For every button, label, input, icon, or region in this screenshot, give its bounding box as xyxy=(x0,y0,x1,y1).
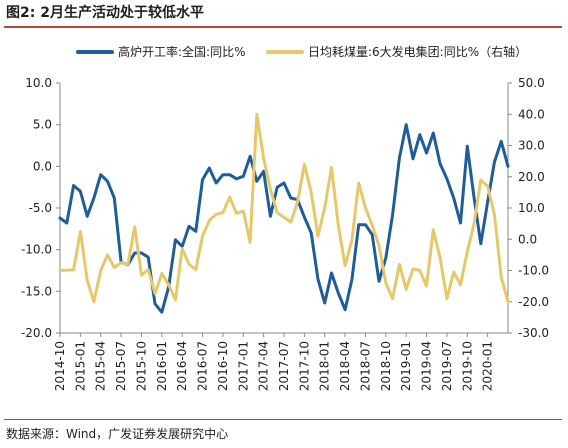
right-y-tick-label: 20.0 xyxy=(518,170,545,184)
axes: 10.0 5.0 0.0 -5.0 -10.0 -15.0 -20.0 50.0 40.0 30.… xyxy=(21,76,549,391)
left-y-tick-label: -15.0 xyxy=(21,284,52,298)
left-y-tick-label: -5.0 xyxy=(29,201,52,215)
legend-label-coal-consumption: 日均耗煤量:6大发电集团:同比%（右轴） xyxy=(308,44,527,59)
x-tick-label: 2017-04 xyxy=(257,341,271,391)
x-tick-label: 2020-01 xyxy=(481,341,495,391)
left-y-tick-label: 0.0 xyxy=(33,159,52,173)
x-tick-label: 2016-10 xyxy=(216,341,230,391)
right-y-tick-label: 40.0 xyxy=(518,107,545,121)
legend: 高炉开工率:全国:同比% 日均耗煤量:6大发电集团:同比%（右轴） xyxy=(76,44,527,59)
x-tick-label: 2015-01 xyxy=(73,341,87,391)
x-tick-label: 2017-10 xyxy=(297,341,311,391)
right-y-tick-label: 0.0 xyxy=(518,232,537,246)
series-lines xyxy=(58,112,510,314)
right-y-tick-label: 50.0 xyxy=(518,76,545,90)
x-tick-label: 2018-07 xyxy=(358,341,372,391)
bottom-rule xyxy=(4,419,562,420)
title-rule xyxy=(4,26,562,28)
x-tick-label: 2015-07 xyxy=(114,341,128,391)
x-tick-label: 2019-10 xyxy=(460,341,474,391)
source-note: 数据来源：Wind，广发证券发展研究中心 xyxy=(6,427,229,441)
left-y-tick-label: 5.0 xyxy=(33,118,52,132)
x-tick-label: 2019-07 xyxy=(440,341,454,391)
right-y-tick-label: 30.0 xyxy=(518,139,545,153)
x-tick-label: 2017-01 xyxy=(236,341,250,391)
x-tick-label: 2018-01 xyxy=(318,341,332,391)
x-tick-label: 2016-07 xyxy=(196,341,210,391)
x-tick-label: 2019-04 xyxy=(420,341,434,391)
legend-label-blast-furnace: 高炉开工率:全国:同比% xyxy=(118,44,246,59)
x-tick-label: 2015-04 xyxy=(94,341,108,391)
x-tick-label: 2018-10 xyxy=(379,341,393,391)
figure-title: 图2: 2月生产活动处于较低水平 xyxy=(6,5,204,21)
x-tick-label: 2016-01 xyxy=(155,341,169,391)
x-tick-label: 2019-01 xyxy=(399,341,413,391)
x-tick-label: 2015-10 xyxy=(134,341,148,391)
right-y-tick-label: -10.0 xyxy=(518,264,549,278)
right-y-tick-label: -30.0 xyxy=(518,326,549,340)
x-tick-label: 2014-10 xyxy=(53,341,67,391)
right-y-tick-label: -20.0 xyxy=(518,295,549,309)
left-y-tick-label: 10.0 xyxy=(25,76,52,90)
left-y-tick-label: -20.0 xyxy=(21,326,52,340)
right-y-tick-label: 10.0 xyxy=(518,201,545,215)
left-y-tick-label: -10.0 xyxy=(21,243,52,257)
series-line-coal-consumption xyxy=(58,112,510,304)
x-tick-label: 2017-07 xyxy=(277,341,291,391)
x-tick-label: 2016-04 xyxy=(175,341,189,391)
x-tick-label: 2018-04 xyxy=(338,341,352,391)
series-line-blast-furnace xyxy=(58,123,510,314)
